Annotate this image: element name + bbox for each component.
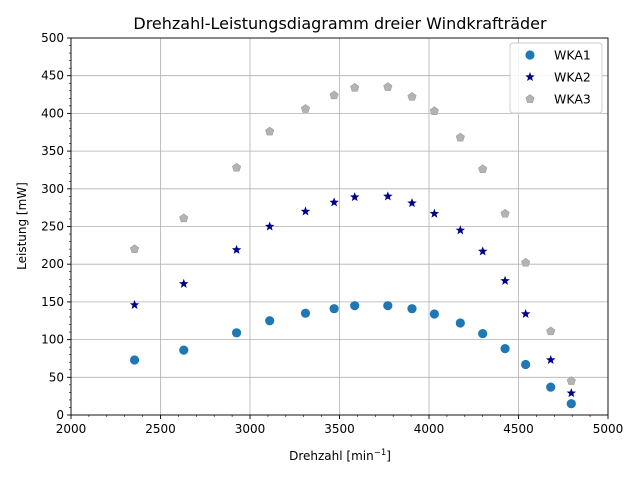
data-point-wka2 <box>455 225 466 235</box>
y-tick-label: 250 <box>41 220 64 234</box>
legend-marker-wka3 <box>525 94 535 103</box>
data-point-wka1 <box>407 304 417 314</box>
legend-item-wka3: WKA3 <box>525 92 591 107</box>
legend-label-wka2: WKA2 <box>554 70 591 85</box>
y-tick-label: 100 <box>41 333 64 347</box>
data-point-wka3 <box>500 208 510 218</box>
data-point-wka3 <box>179 213 189 223</box>
data-point-wka3 <box>455 132 465 142</box>
data-point-wka2 <box>329 197 339 207</box>
legend-label-wka3: WKA3 <box>554 92 591 107</box>
data-point-wka1 <box>478 328 488 339</box>
x-tick-label: 5000 <box>593 422 624 436</box>
y-tick-label: 200 <box>41 257 64 271</box>
data-point-wka2 <box>500 275 510 285</box>
y-tick-label: 400 <box>41 106 64 120</box>
data-point-wka1 <box>129 355 140 365</box>
data-point-wka1 <box>455 318 465 328</box>
data-point-wka2 <box>231 244 242 254</box>
axis-ticks: 2000 2500 3000 3500 4000 4500 5000 0 50 100 150 200… <box>41 31 623 436</box>
data-point-wka3 <box>429 106 439 115</box>
data-point-wka2 <box>520 308 531 319</box>
data-point-wka3 <box>566 376 576 385</box>
data-point-wka1 <box>300 308 311 318</box>
data-point-wka3 <box>265 126 275 136</box>
data-point-wka3 <box>407 92 417 101</box>
data-point-wka1 <box>566 399 576 409</box>
data-point-wka1 <box>265 316 275 326</box>
x-tick-label: 2500 <box>145 422 176 436</box>
data-point-wka2 <box>429 208 440 218</box>
data-point-wka1 <box>383 301 393 311</box>
legend-marker-wka1 <box>525 50 535 60</box>
y-tick-label: 50 <box>49 370 64 384</box>
data-point-wka1 <box>546 382 556 392</box>
data-point-wka2 <box>477 246 488 256</box>
data-point-wka2 <box>264 221 275 231</box>
x-tick-label: 4000 <box>414 422 445 436</box>
plot-frame <box>70 37 609 416</box>
data-point-wka2 <box>349 192 360 202</box>
x-axis-label-end: ] <box>386 449 391 463</box>
x-tick-label: 3000 <box>235 422 266 436</box>
data-point-wka2 <box>566 388 577 398</box>
y-axis-label: Leistung [mW] <box>15 182 29 270</box>
data-point-wka3 <box>350 82 360 92</box>
data-point-wka1 <box>350 301 360 311</box>
y-tick-label: 350 <box>41 144 64 158</box>
data-point-wka2 <box>129 299 140 309</box>
data-point-wka3 <box>329 90 339 100</box>
data-point-wka1 <box>329 304 339 314</box>
data-point-wka2 <box>300 206 311 216</box>
legend-item-wka2: WKA2 <box>525 70 591 85</box>
chart-title: Drehzahl-Leistungsdiagramm dreier Windkr… <box>133 14 547 33</box>
series-wka2 <box>129 191 577 398</box>
data-point-wka3 <box>383 82 393 91</box>
data-point-wka2 <box>545 354 556 364</box>
y-tick-label: 500 <box>41 31 64 45</box>
legend-box <box>509 42 603 114</box>
data-point-wka3 <box>130 244 140 253</box>
data-point-wka3 <box>300 104 311 113</box>
data-point-wka1 <box>231 328 242 338</box>
data-markers <box>129 82 577 409</box>
data-point-wka1 <box>521 359 531 370</box>
legend: WKA1 WKA2 WKA3 <box>509 42 603 114</box>
data-point-wka3 <box>546 326 556 336</box>
legend-marker-wka2 <box>525 72 535 82</box>
data-point-wka1 <box>429 309 439 319</box>
data-point-wka1 <box>179 345 189 355</box>
series-wka1 <box>129 301 576 409</box>
y-tick-label: 450 <box>41 69 64 83</box>
x-tick-label: 3500 <box>324 422 355 436</box>
data-point-wka3 <box>478 164 488 174</box>
y-tick-label: 0 <box>56 408 64 422</box>
y-tick-label: 150 <box>41 295 64 309</box>
x-axis-label-main: Drehzahl [min <box>289 449 374 463</box>
x-tick-label: 4500 <box>503 422 534 436</box>
data-point-wka2 <box>407 198 417 208</box>
data-point-wka2 <box>179 278 189 288</box>
data-point-wka3 <box>232 162 242 172</box>
legend-label-wka1: WKA1 <box>554 48 591 63</box>
series-wka3 <box>130 82 576 385</box>
y-tick-label: 300 <box>41 182 64 196</box>
x-axis-label: Drehzahl [min−1] <box>289 448 391 463</box>
data-point-wka1 <box>500 344 510 354</box>
x-tick-label: 2000 <box>56 422 87 436</box>
x-axis-label-exponent: −1 <box>374 448 387 458</box>
data-point-wka3 <box>521 257 531 267</box>
legend-item-wka1: WKA1 <box>525 48 591 63</box>
data-point-wka2 <box>383 191 393 201</box>
